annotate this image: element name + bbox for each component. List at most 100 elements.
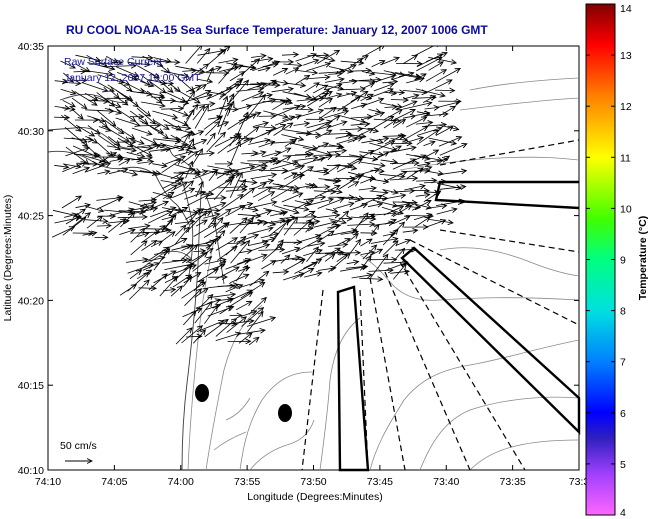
current-vector	[118, 159, 130, 166]
current-vector	[207, 165, 233, 171]
current-vector	[383, 206, 404, 216]
current-vector	[384, 107, 398, 108]
current-vector	[185, 162, 193, 179]
current-vector	[415, 113, 430, 116]
current-vector	[230, 241, 250, 264]
current-vector	[86, 216, 102, 229]
current-vector	[370, 239, 398, 244]
current-vector	[246, 95, 265, 118]
transect-dashed-3	[409, 239, 580, 326]
current-vector	[272, 156, 291, 165]
current-vector	[294, 263, 317, 274]
colorbar-tick-label: 11	[620, 152, 631, 164]
current-vector	[281, 193, 303, 203]
current-vector	[126, 151, 145, 157]
current-vector	[160, 83, 173, 84]
current-vector	[181, 326, 203, 344]
current-vector	[164, 156, 185, 165]
current-vector	[195, 85, 206, 92]
current-vector	[203, 116, 222, 130]
current-vector	[248, 140, 270, 145]
current-vector	[175, 328, 192, 345]
current-vector	[240, 311, 257, 317]
colorbar-tick-label: 7	[620, 357, 626, 369]
current-vector	[117, 169, 138, 175]
current-vector	[383, 70, 405, 76]
current-vector	[163, 90, 185, 101]
current-vector	[172, 189, 195, 198]
current-vector	[160, 232, 175, 243]
current-vector	[126, 259, 148, 262]
current-vector	[173, 87, 200, 103]
colorbar-tick-label: 5	[620, 459, 626, 471]
current-vector	[282, 117, 295, 122]
current-vector	[137, 161, 154, 163]
current-vector	[186, 195, 209, 206]
current-vector	[141, 241, 157, 251]
current-vector	[153, 249, 170, 271]
current-vector	[348, 151, 373, 166]
current-vector	[60, 60, 76, 68]
current-vector	[53, 117, 69, 118]
current-vector	[62, 162, 86, 173]
current-vector	[415, 88, 445, 96]
current-vector	[274, 148, 291, 157]
colorbar-tick-label: 8	[620, 306, 626, 318]
current-vector	[153, 119, 169, 129]
current-vector	[317, 199, 344, 209]
transect-dashed-2	[439, 229, 580, 253]
x-tick-label: 73:35	[499, 476, 525, 488]
current-vector	[96, 109, 116, 126]
current-vector	[186, 210, 200, 226]
current-vector	[174, 151, 192, 157]
current-vector	[360, 239, 372, 247]
current-vector	[272, 183, 299, 189]
current-vector	[93, 63, 122, 64]
current-vector	[137, 147, 152, 149]
current-vector	[240, 282, 265, 299]
current-vector	[196, 49, 209, 64]
current-vector	[140, 136, 157, 144]
current-vector	[370, 225, 379, 236]
current-vector	[162, 192, 174, 200]
current-vector	[296, 185, 314, 188]
current-vector	[215, 333, 241, 341]
current-vector	[173, 173, 200, 175]
current-vector	[368, 270, 394, 271]
current-vector	[425, 70, 446, 82]
current-vector	[75, 205, 91, 208]
current-vector	[71, 97, 87, 109]
current-vector	[75, 124, 94, 136]
current-vector	[372, 116, 394, 130]
current-vector	[184, 289, 202, 306]
current-vector	[115, 117, 140, 126]
current-vector	[381, 195, 406, 200]
current-vector	[292, 143, 317, 148]
current-vector	[82, 233, 97, 236]
current-vector	[247, 202, 277, 209]
current-vector	[303, 259, 321, 269]
y-tick-label: 40:10	[18, 465, 44, 477]
y-axis-label: Latitude (Degrees:Minutes)	[2, 195, 14, 322]
current-vector	[62, 218, 86, 236]
current-vector	[174, 221, 195, 223]
current-vector	[270, 187, 293, 201]
current-vector	[236, 180, 246, 191]
current-vector	[159, 276, 178, 297]
current-vector	[196, 79, 212, 82]
current-vector	[383, 120, 396, 129]
current-vector	[391, 73, 413, 81]
current-vector	[314, 185, 340, 198]
current-vector	[185, 64, 209, 82]
current-vector	[337, 160, 362, 173]
current-vector	[136, 145, 160, 155]
current-vector	[60, 88, 76, 94]
current-vector	[350, 117, 373, 119]
current-vector	[251, 158, 277, 170]
current-vector	[392, 264, 406, 280]
current-vector	[206, 88, 232, 100]
current-vector	[284, 139, 297, 147]
current-vector	[162, 119, 181, 131]
current-vector	[195, 182, 203, 198]
